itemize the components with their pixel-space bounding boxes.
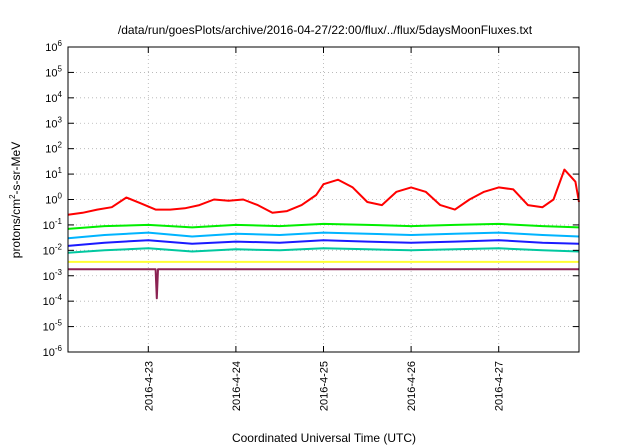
x-axis-label: Coordinated Universal Time (UTC) — [232, 431, 416, 445]
y-tick-label-base: 10 — [45, 42, 57, 54]
y-tick-label: 10-1 — [43, 217, 63, 232]
y-tick-label: 10-5 — [43, 319, 63, 334]
y-axis-label-units: -s-sr-MeV — [9, 142, 23, 195]
y-tick-label: 104 — [45, 90, 62, 105]
y-axis-label-main: protons/cm — [9, 199, 23, 258]
y-tick-label-base: 10 — [45, 67, 57, 79]
x-tick-label: 2016-4-23 — [143, 361, 155, 411]
y-tick-label-base: 10 — [43, 220, 55, 232]
y-tick-label: 10-6 — [43, 344, 63, 359]
y-tick-label-exponent: -2 — [55, 242, 63, 251]
y-tick-label-base: 10 — [43, 296, 55, 308]
y-tick-label: 10-4 — [43, 293, 63, 308]
x-axis-ticks: 2016-4-23 2016-4-24 2016-4-25 2016-4-26 2016… — [143, 47, 506, 411]
y-tick-label-exponent: -4 — [55, 293, 63, 302]
y-tick-label-exponent: 0 — [58, 192, 63, 201]
y-tick-label-exponent: -6 — [55, 344, 63, 353]
series-line-5 — [67, 247, 580, 254]
y-tick-label-exponent: 4 — [58, 90, 63, 99]
y-tick-label: 103 — [45, 115, 62, 130]
y-tick-label: 100 — [45, 192, 62, 207]
y-tick-label-exponent: 2 — [58, 141, 63, 150]
y-tick-label-base: 10 — [43, 271, 55, 283]
y-tick-label-exponent: -1 — [55, 217, 63, 226]
y-tick-label: 102 — [45, 141, 62, 156]
y-tick-label-exponent: 6 — [58, 39, 63, 48]
y-tick-label-base: 10 — [45, 118, 57, 130]
y-tick-label-base: 10 — [43, 322, 55, 334]
y-tick-label-base: 10 — [45, 144, 57, 156]
y-tick-label-exponent: 3 — [58, 115, 63, 124]
y-axis-label: protons/cm2-s-sr-MeV — [8, 142, 23, 258]
y-tick-label-base: 10 — [45, 93, 57, 105]
y-tick-label-base: 10 — [45, 195, 57, 207]
y-tick-label-exponent: -5 — [55, 319, 63, 328]
y-tick-label-exponent: 1 — [58, 166, 63, 175]
series-line-7 — [68, 268, 579, 300]
x-tick-label: 2016-4-24 — [231, 361, 243, 411]
y-tick-label-base: 10 — [45, 169, 57, 181]
series-line-2 — [67, 222, 580, 230]
y-tick-label: 10-3 — [43, 268, 63, 283]
grid — [68, 47, 579, 352]
y-tick-label: 106 — [45, 39, 62, 54]
y-axis-label-superscript: 2 — [8, 194, 17, 199]
x-tick-label: 2016-4-26 — [406, 361, 418, 411]
x-tick-label: 2016-4-25 — [319, 361, 331, 411]
chart-title: /data/run/goesPlots/archive/2016-04-27/2… — [118, 23, 533, 37]
y-tick-label-exponent: 5 — [58, 64, 63, 73]
x-tick-label: 2016-4-27 — [494, 361, 506, 411]
y-tick-label-base: 10 — [43, 245, 55, 257]
y-tick-label: 101 — [45, 166, 62, 181]
y-tick-label: 105 — [45, 64, 62, 79]
y-axis-ticks: 10-610-510-410-310-210-11001011021031041… — [43, 39, 579, 359]
y-tick-label-exponent: -3 — [55, 268, 63, 277]
y-tick-label-base: 10 — [43, 347, 55, 359]
series-line-3 — [67, 231, 580, 240]
series-group — [67, 168, 580, 300]
series-line-4 — [67, 239, 580, 247]
series-line-1 — [67, 168, 580, 216]
y-tick-label: 10-2 — [43, 242, 63, 257]
